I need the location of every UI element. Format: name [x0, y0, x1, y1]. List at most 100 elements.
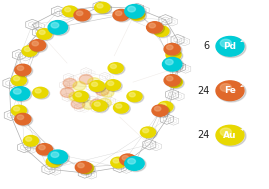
Circle shape	[73, 91, 88, 102]
Circle shape	[165, 59, 173, 65]
Circle shape	[141, 128, 157, 139]
Circle shape	[156, 27, 162, 32]
Circle shape	[167, 76, 173, 81]
Circle shape	[38, 29, 54, 40]
Text: Pd: Pd	[224, 42, 236, 51]
Circle shape	[51, 22, 59, 28]
Circle shape	[167, 45, 173, 50]
Circle shape	[220, 39, 231, 47]
Text: +: +	[240, 127, 245, 132]
Circle shape	[13, 107, 20, 111]
Circle shape	[116, 104, 122, 108]
Circle shape	[110, 64, 116, 68]
Circle shape	[79, 163, 94, 174]
Circle shape	[217, 81, 246, 102]
Circle shape	[132, 11, 138, 15]
Circle shape	[154, 106, 161, 111]
Circle shape	[15, 64, 31, 76]
Circle shape	[163, 58, 184, 72]
Circle shape	[143, 129, 149, 133]
Circle shape	[49, 151, 69, 165]
Circle shape	[131, 11, 146, 22]
Circle shape	[94, 102, 100, 106]
Circle shape	[147, 22, 163, 33]
Circle shape	[127, 91, 142, 102]
Circle shape	[220, 128, 231, 136]
Circle shape	[125, 5, 144, 18]
Circle shape	[121, 155, 137, 167]
Circle shape	[168, 78, 184, 89]
Circle shape	[149, 23, 155, 28]
Circle shape	[79, 75, 93, 84]
Circle shape	[95, 2, 110, 13]
Circle shape	[11, 75, 26, 86]
Circle shape	[217, 126, 246, 146]
Circle shape	[82, 100, 95, 109]
Text: 6: 6	[203, 41, 209, 51]
Circle shape	[140, 127, 155, 138]
Circle shape	[128, 6, 136, 12]
Circle shape	[115, 11, 122, 15]
Circle shape	[75, 93, 82, 97]
Circle shape	[71, 99, 85, 109]
Circle shape	[13, 77, 20, 81]
Circle shape	[16, 114, 33, 126]
Circle shape	[15, 113, 31, 125]
Circle shape	[216, 81, 244, 101]
Circle shape	[216, 36, 244, 56]
Circle shape	[164, 75, 180, 86]
Circle shape	[155, 27, 171, 38]
Circle shape	[125, 157, 144, 170]
Circle shape	[160, 103, 166, 107]
Circle shape	[49, 21, 69, 36]
Circle shape	[165, 75, 182, 87]
Circle shape	[48, 150, 68, 164]
Circle shape	[73, 81, 86, 91]
Circle shape	[65, 8, 71, 12]
Circle shape	[46, 156, 61, 167]
Circle shape	[95, 86, 109, 96]
Circle shape	[37, 144, 54, 156]
Circle shape	[216, 125, 244, 145]
Circle shape	[31, 40, 48, 52]
Circle shape	[69, 92, 82, 101]
Circle shape	[112, 158, 128, 169]
Circle shape	[78, 163, 84, 168]
Circle shape	[109, 64, 125, 74]
Circle shape	[24, 47, 30, 51]
Circle shape	[167, 50, 183, 61]
Circle shape	[63, 78, 77, 88]
Circle shape	[76, 11, 83, 15]
Circle shape	[23, 46, 39, 57]
Circle shape	[96, 3, 111, 14]
Circle shape	[88, 78, 101, 87]
Circle shape	[93, 101, 109, 112]
Circle shape	[159, 102, 175, 113]
Circle shape	[11, 105, 26, 116]
Circle shape	[97, 4, 103, 8]
Circle shape	[33, 87, 48, 98]
Circle shape	[92, 101, 107, 111]
Circle shape	[101, 88, 114, 97]
Circle shape	[39, 145, 45, 150]
Circle shape	[30, 40, 46, 51]
Circle shape	[165, 44, 182, 56]
Circle shape	[76, 162, 93, 174]
Circle shape	[114, 102, 129, 113]
Text: 24: 24	[197, 130, 209, 140]
Circle shape	[128, 92, 144, 103]
Circle shape	[98, 98, 111, 108]
Circle shape	[35, 89, 41, 93]
Text: 24: 24	[197, 86, 209, 96]
Circle shape	[162, 57, 182, 71]
Circle shape	[90, 99, 104, 109]
Circle shape	[129, 93, 135, 97]
Text: 2+: 2+	[240, 83, 249, 88]
Circle shape	[74, 92, 90, 103]
Circle shape	[111, 157, 126, 168]
Text: Au: Au	[223, 131, 237, 140]
Circle shape	[89, 81, 104, 91]
Circle shape	[34, 88, 49, 99]
Circle shape	[22, 46, 37, 56]
Circle shape	[24, 136, 40, 147]
